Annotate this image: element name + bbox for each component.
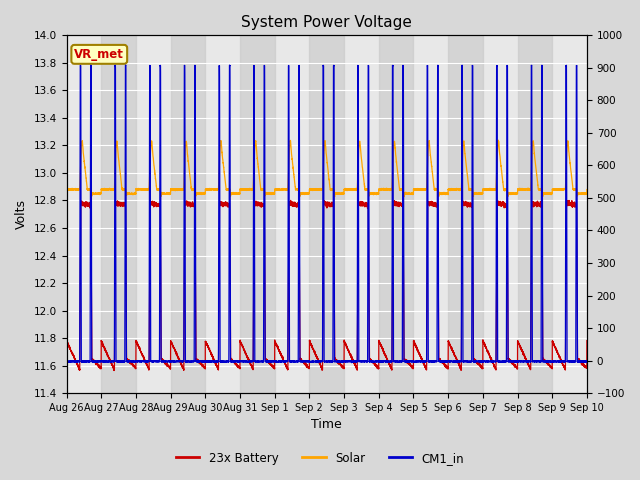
Bar <box>101 36 136 393</box>
Title: System Power Voltage: System Power Voltage <box>241 15 412 30</box>
Bar <box>448 36 483 393</box>
Bar <box>240 36 275 393</box>
X-axis label: Time: Time <box>311 419 342 432</box>
Text: VR_met: VR_met <box>74 48 124 61</box>
Y-axis label: Volts: Volts <box>15 199 28 229</box>
Bar <box>379 36 413 393</box>
Legend: 23x Battery, Solar, CM1_in: 23x Battery, Solar, CM1_in <box>171 447 469 469</box>
Bar <box>518 36 552 393</box>
Bar <box>309 36 344 393</box>
Bar <box>171 36 205 393</box>
